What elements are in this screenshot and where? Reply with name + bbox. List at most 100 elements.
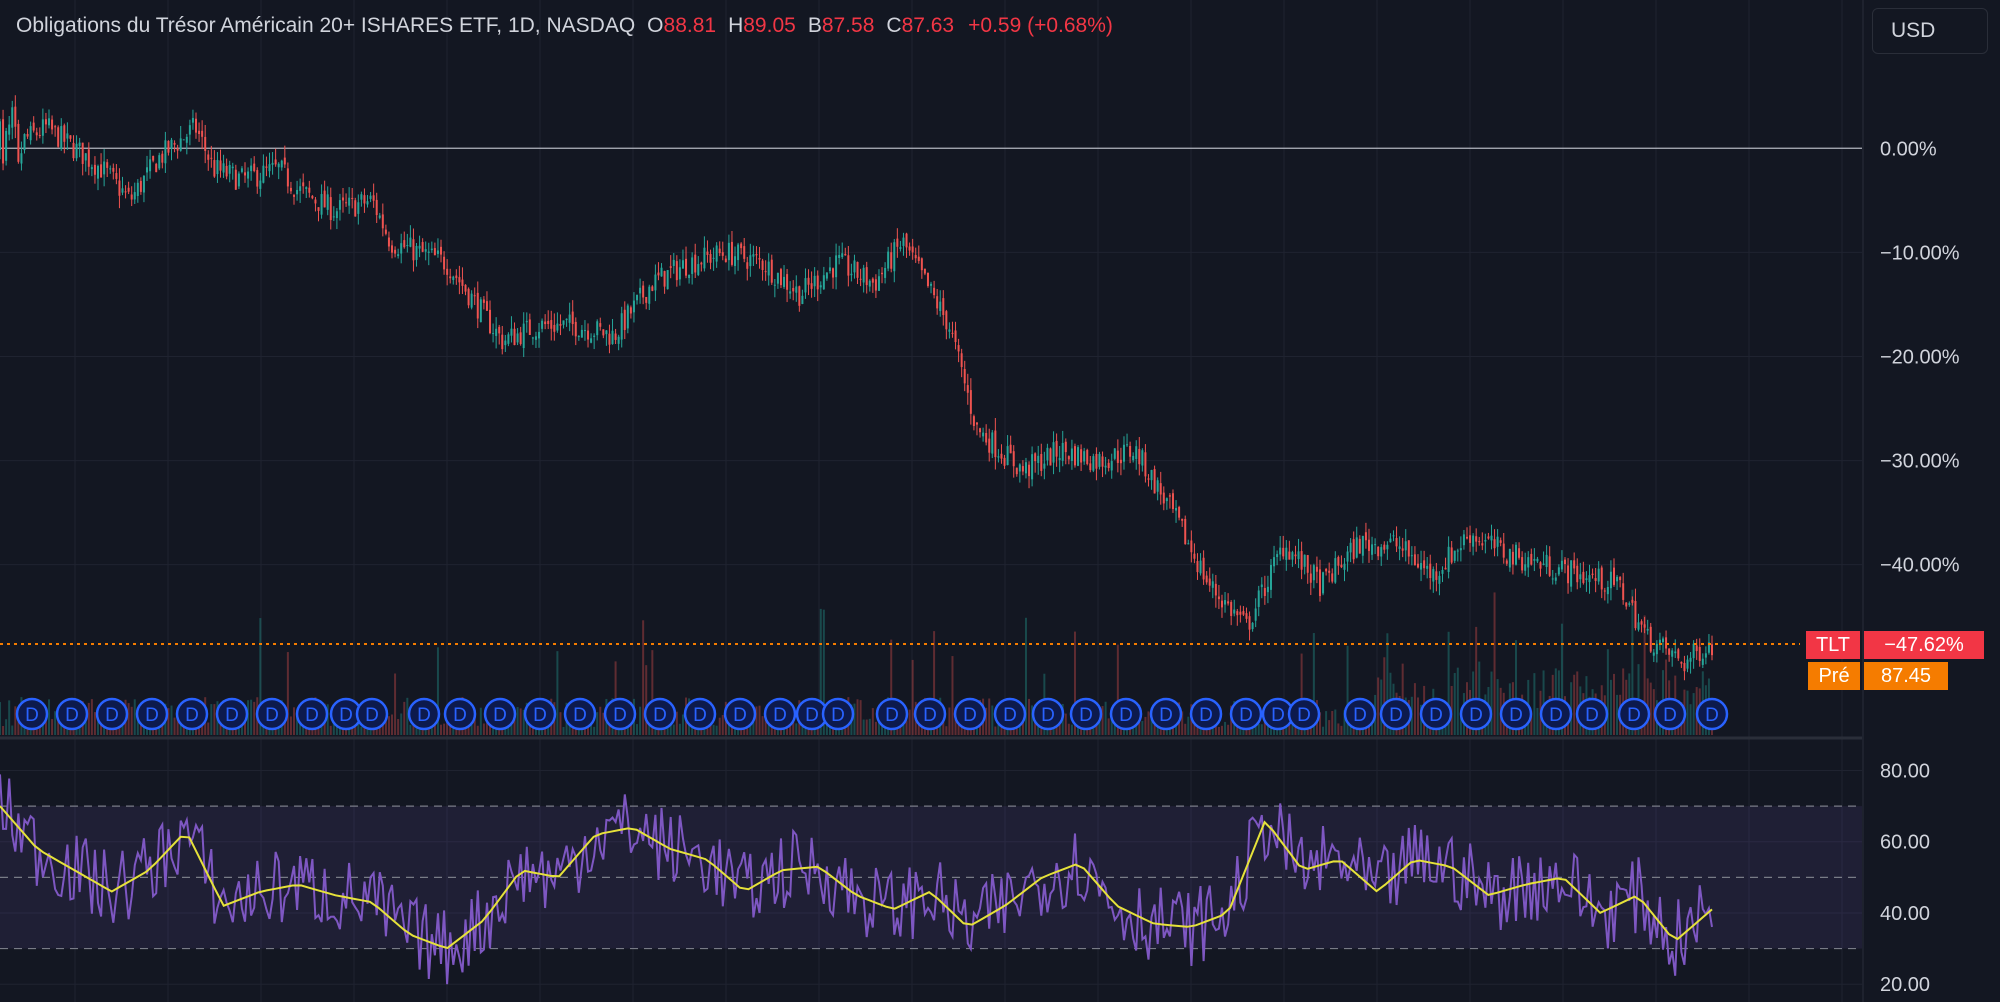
volume-bar xyxy=(1322,726,1325,735)
volume-bar xyxy=(1202,726,1205,735)
candle-body xyxy=(1291,552,1294,560)
premarket-value-tag: 87.45 xyxy=(1864,662,1948,690)
dividend-marker-label: D xyxy=(733,705,747,726)
candle-body xyxy=(1646,628,1649,631)
candle-body xyxy=(302,182,305,187)
change-value: +0.59 (+0.68%) xyxy=(968,14,1113,37)
candle-body xyxy=(611,330,614,345)
dividend-marker xyxy=(723,697,757,731)
candle-body xyxy=(1083,451,1086,462)
volume-bar xyxy=(1024,617,1027,735)
candle-body xyxy=(789,291,792,294)
candle-body xyxy=(770,259,773,283)
volume-bar xyxy=(1459,717,1462,735)
candle-body xyxy=(1542,563,1545,565)
volume-bar xyxy=(942,712,945,735)
candle-body xyxy=(240,168,243,172)
candle-body xyxy=(265,166,268,168)
volume-bar xyxy=(1107,718,1110,735)
candle-body xyxy=(685,258,688,276)
volume-bar xyxy=(305,726,308,735)
candle-body xyxy=(1034,453,1037,462)
dividend-marker xyxy=(407,697,441,731)
candle-body xyxy=(81,142,84,164)
candle-body xyxy=(1263,588,1266,596)
candle-body xyxy=(648,286,651,304)
candle-body xyxy=(250,165,253,172)
volume-bar xyxy=(522,709,525,735)
volume-bar xyxy=(602,712,605,735)
volume-bar xyxy=(133,699,136,735)
candle-body xyxy=(1129,445,1132,457)
candle-body xyxy=(222,163,225,173)
candle-body xyxy=(1147,478,1150,480)
candle-body xyxy=(1435,571,1438,580)
candle-body xyxy=(691,257,694,274)
candle-body xyxy=(761,260,764,271)
candle-body xyxy=(283,157,286,165)
candle-body xyxy=(1162,492,1165,504)
volume-bar xyxy=(1533,673,1536,735)
candle-body xyxy=(127,187,130,192)
candle-body xyxy=(1052,442,1055,463)
currency-button[interactable]: USD xyxy=(1872,8,1988,54)
candle-body xyxy=(678,267,681,280)
volume-bar xyxy=(513,714,516,735)
candle-body xyxy=(1306,555,1309,573)
candle-body xyxy=(960,353,963,368)
volume-bar xyxy=(412,721,415,735)
candle-body xyxy=(179,138,182,151)
candle-body xyxy=(207,154,210,160)
volume-bar xyxy=(250,699,253,735)
candle-body xyxy=(896,238,899,247)
candle-body xyxy=(1426,565,1429,569)
candle-body xyxy=(23,134,26,151)
volume-bar xyxy=(871,708,874,735)
volume-bar xyxy=(332,723,335,735)
volume-bar xyxy=(1689,704,1692,735)
candle-body xyxy=(697,264,700,275)
volume-bar xyxy=(1104,701,1107,735)
volume-bar xyxy=(406,697,409,735)
volume-bar xyxy=(1196,721,1199,735)
candle-body xyxy=(908,246,911,251)
candle-body xyxy=(1567,565,1570,584)
volume-bar xyxy=(1012,726,1015,735)
candle-body xyxy=(1429,563,1432,579)
volume-bar xyxy=(590,723,593,735)
candle-body xyxy=(816,275,819,290)
volume-bar xyxy=(593,726,596,735)
candle-body xyxy=(1499,540,1502,543)
volume-bar xyxy=(470,724,473,735)
candle-body xyxy=(553,324,556,332)
dividend-marker xyxy=(1379,697,1413,731)
candle-body xyxy=(1554,577,1557,581)
candle-body xyxy=(571,311,574,325)
candle-body xyxy=(51,119,54,130)
candle-body xyxy=(1680,661,1683,664)
volume-bar xyxy=(253,701,256,735)
volume-bar xyxy=(1496,679,1499,735)
candle-body xyxy=(1276,554,1279,558)
premarket-label: Pré xyxy=(1818,665,1850,687)
price-axis-labels[interactable]: 0.00% −10.00% −20.00% −30.00% −40.00% 80.00 60… xyxy=(1880,138,1960,996)
candle-body xyxy=(562,320,565,325)
volume-bar xyxy=(170,705,173,735)
candle-body xyxy=(681,260,684,269)
candle-body xyxy=(195,118,198,133)
candle-body xyxy=(1625,602,1628,607)
candle-body xyxy=(590,338,593,343)
volume-bar xyxy=(951,656,954,735)
candle-body xyxy=(427,251,430,253)
volume-bar xyxy=(1181,711,1184,735)
candle-body xyxy=(694,254,697,273)
candle-body xyxy=(1175,508,1178,511)
volume-bar xyxy=(433,718,436,735)
candle-body xyxy=(1122,444,1125,462)
candle-body xyxy=(1233,609,1236,614)
candle-body xyxy=(1413,554,1416,566)
candle-body xyxy=(204,136,207,151)
candle-body xyxy=(1288,551,1291,560)
